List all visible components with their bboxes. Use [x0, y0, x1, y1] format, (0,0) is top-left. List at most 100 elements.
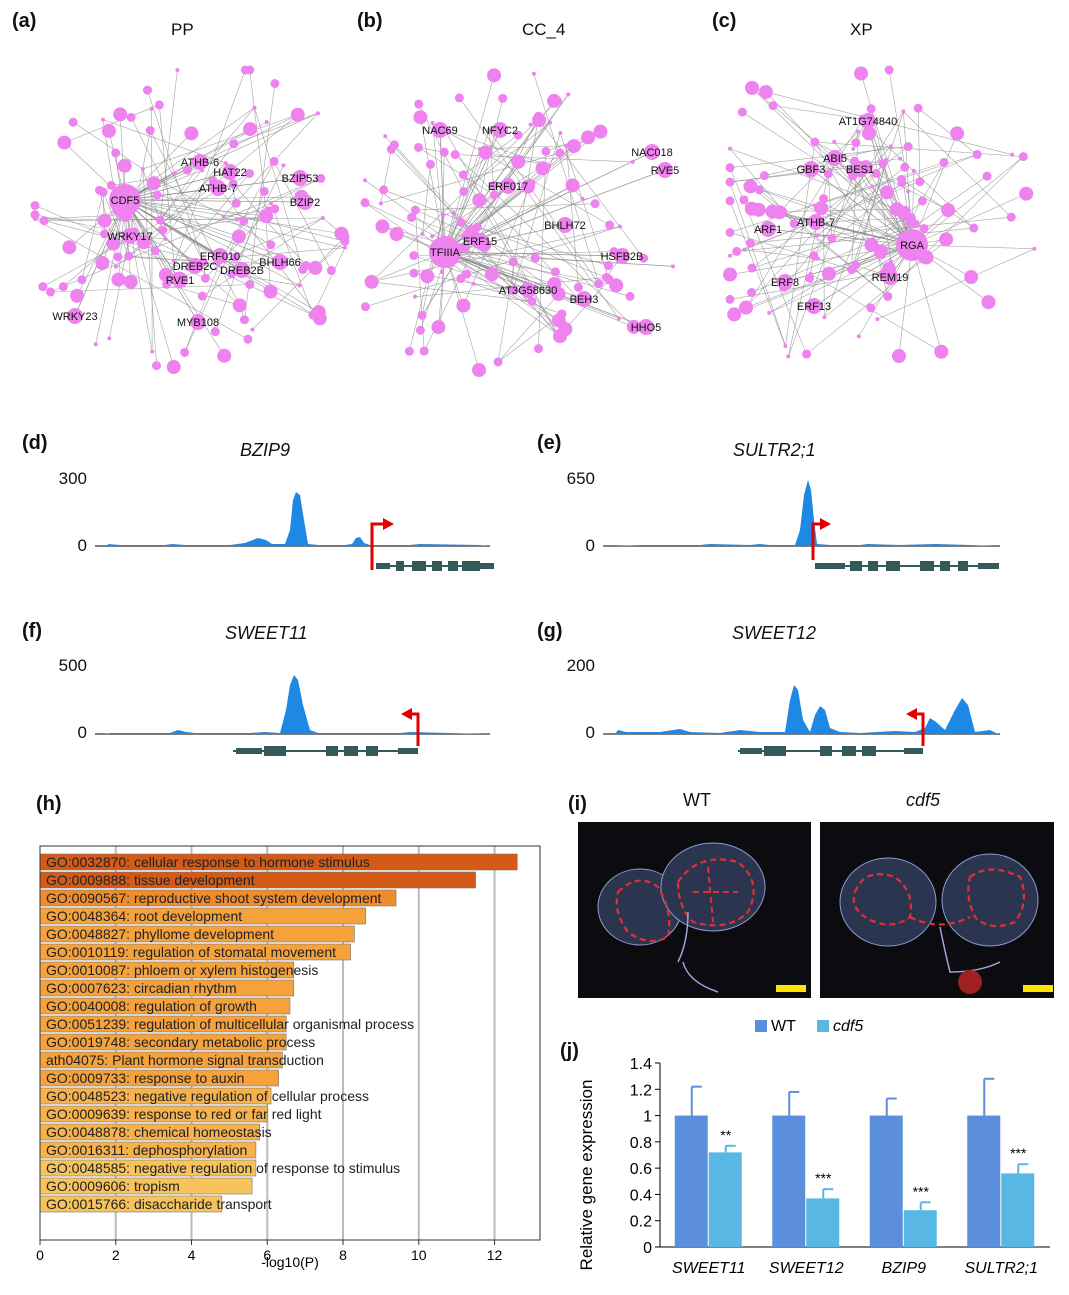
legend-swatch-cdf5 [817, 1020, 829, 1032]
expression-bar-cdf5 [806, 1198, 840, 1247]
network-node [869, 129, 874, 134]
network-node [783, 344, 788, 349]
network-node [232, 298, 247, 313]
network-node [1006, 212, 1016, 222]
network-b: NAC69 NFYC2 NAC018 RVE5 ERF017 BHLH72 ERF15 HSF… [360, 68, 679, 378]
network-node [557, 217, 573, 233]
network-node [810, 137, 820, 147]
network-node [95, 256, 110, 271]
network-node [809, 251, 819, 261]
network-node [900, 162, 910, 172]
network-node [737, 107, 747, 117]
network-node [594, 279, 604, 289]
network-node [880, 185, 895, 200]
expression-ytick-label: 1 [643, 1109, 652, 1126]
go-bar-label: GO:0016311: dephosphorylation [46, 1142, 247, 1158]
network-node-label: BZIP2 [290, 197, 321, 209]
network-node-label: BEH3 [570, 294, 599, 306]
network-node [725, 196, 735, 206]
network-node [231, 229, 246, 244]
network-node [744, 201, 759, 216]
track-g-tss-arrow [906, 708, 917, 720]
panel-e-gene: SULTR2;1 [733, 440, 816, 460]
network-node [413, 110, 428, 125]
network-node [364, 274, 379, 289]
legend-swatch-WT [755, 1020, 767, 1032]
network-node-label: ATHB-6 [181, 157, 219, 169]
go-bar-label: GO:0048827: phyllome development [46, 926, 274, 942]
network-node [821, 266, 836, 281]
network-node [124, 251, 134, 261]
network-node [739, 195, 749, 205]
network-node [906, 189, 911, 194]
network-node-label: ERF13 [797, 301, 831, 313]
network-node [360, 198, 370, 208]
network-node [870, 184, 875, 189]
panel-c-label: (c) [712, 10, 737, 32]
panel-b-label: (b) [357, 10, 383, 32]
network-node [777, 274, 793, 290]
network-node [263, 206, 273, 216]
network-node [759, 171, 769, 181]
network-node [101, 123, 116, 138]
network-node [140, 166, 145, 171]
network-node [903, 142, 913, 152]
expression-ytick-label: 1.2 [630, 1082, 652, 1099]
network-node [520, 282, 536, 298]
network-node [383, 134, 388, 139]
network-node [343, 245, 347, 250]
network-node-label: AT3G58630 [499, 285, 558, 297]
network-node [657, 162, 673, 178]
network-node [454, 93, 464, 103]
network-node [939, 232, 954, 247]
expression-bar-WT [869, 1115, 903, 1247]
network-node [420, 269, 435, 284]
panel-g-label: (g) [537, 620, 563, 642]
network-node [311, 305, 326, 320]
panel-f-ymax: 500 [58, 656, 87, 675]
network-node [758, 84, 773, 99]
network-node [541, 146, 551, 156]
network-hub-label: CDF5 [111, 195, 140, 207]
expression-ytick-label: 0.2 [630, 1214, 652, 1231]
network-node [68, 117, 78, 127]
network-node [573, 282, 583, 292]
network-node [70, 288, 85, 303]
network-node [860, 113, 876, 129]
network-node [566, 139, 581, 154]
expression-bar-cdf5 [1001, 1173, 1035, 1247]
network-node [590, 199, 600, 209]
network-node [459, 187, 469, 197]
network-node [270, 79, 280, 89]
network-node [808, 214, 824, 230]
network-node [62, 240, 77, 255]
network-node [888, 144, 893, 149]
go-bar-label: GO:0048878: chemical homeostasis [46, 1124, 272, 1140]
network-node [904, 217, 914, 227]
network-node [113, 107, 128, 122]
network-node [566, 92, 571, 97]
go-bar-label: GO:0010087: phloem or xylem histogenesis [46, 962, 318, 978]
network-node [272, 254, 288, 270]
network-node [802, 349, 812, 359]
panel-h-label: (h) [36, 793, 62, 815]
significance-label: *** [815, 1170, 832, 1186]
go-bar-label: GO:0090567: reproductive shoot system de… [46, 890, 382, 906]
network-node [154, 100, 164, 110]
network-node [728, 253, 732, 258]
network-node [487, 68, 502, 83]
go-bar-label: GO:0009888: tissue development [46, 872, 255, 888]
network-node [1019, 186, 1034, 201]
network-node [243, 334, 253, 344]
network-node [530, 253, 540, 263]
network-node [67, 308, 83, 324]
network-node [407, 212, 417, 222]
network-node [171, 258, 176, 263]
network-node [39, 216, 49, 226]
network-node [513, 130, 523, 140]
track-f-tss-arrow [401, 708, 412, 720]
network-node [122, 228, 138, 244]
network-node [747, 288, 757, 298]
